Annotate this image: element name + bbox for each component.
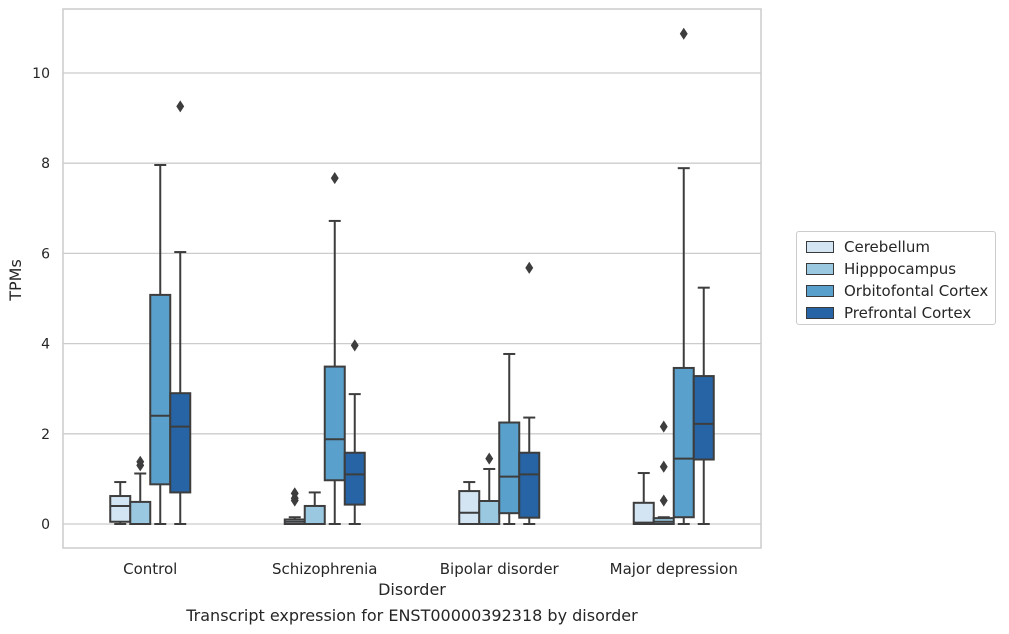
legend-item-orbitofrontal: Orbitofontal Cortex: [806, 282, 989, 300]
box-iqr: [169, 392, 192, 494]
outlier-point: [525, 261, 534, 274]
box-hipppocampus: [303, 491, 326, 525]
box-orbitofontal-cortex: [323, 172, 346, 525]
box-prefrontal-cortex: [343, 339, 366, 525]
x-tick-labels: Control Schizophrenia Bipolar disorder Majo…: [123, 560, 738, 578]
box-orbitofontal-cortex: [672, 27, 695, 525]
box-cerebellum: [283, 487, 306, 525]
y-tick-label: 10: [32, 66, 50, 82]
legend-swatch-orbitofrontal: [806, 285, 834, 297]
outlier-point: [176, 100, 185, 113]
box-iqr: [692, 375, 715, 461]
box-iqr: [478, 499, 501, 525]
box-cerebellum: [109, 481, 132, 525]
legend-swatch-cerebellum: [806, 241, 834, 253]
y-tick-label: 2: [41, 427, 50, 443]
box-hipppocampus: [478, 452, 501, 525]
legend-swatch-prefrontal: [806, 307, 834, 319]
box-cerebellum: [632, 472, 655, 526]
y-tick-label: 4: [41, 337, 50, 353]
box-iqr: [323, 365, 346, 482]
y-tick-label: 8: [41, 156, 50, 172]
box-iqr: [109, 495, 132, 523]
box-cerebellum: [458, 481, 481, 525]
y-tick-label: 0: [41, 517, 50, 533]
legend-item-hippocampus: Hipppocampus: [806, 260, 957, 278]
box-iqr: [498, 421, 521, 515]
legend-item-cerebellum: Cerebellum: [806, 238, 930, 256]
legend-label: Hipppocampus: [844, 260, 957, 278]
box-prefrontal-cortex: [692, 286, 715, 525]
outlier-point: [659, 460, 668, 473]
box-orbitofontal-cortex: [498, 352, 521, 525]
y-tick-label: 6: [41, 246, 50, 262]
x-tick-label: Major depression: [610, 560, 738, 578]
box-iqr: [672, 366, 695, 519]
outlier-point: [659, 420, 668, 433]
outlier-point: [679, 27, 688, 40]
box-iqr: [458, 490, 481, 525]
box-iqr: [129, 500, 152, 525]
figure-caption: Transcript expression for ENST0000039231…: [186, 606, 638, 625]
y-tick-labels: 0 2 4 6 8 10: [32, 66, 50, 533]
box-orbitofontal-cortex: [149, 164, 172, 525]
box-hipppocampus: [129, 455, 152, 525]
legend-label: Orbitofontal Cortex: [844, 282, 989, 300]
x-tick-label: Schizophrenia: [272, 560, 377, 578]
legend-label: Cerebellum: [844, 238, 930, 256]
box-prefrontal-cortex: [169, 100, 192, 525]
box-iqr: [149, 293, 172, 486]
outlier-point: [659, 494, 668, 507]
box-iqr: [343, 451, 366, 506]
x-axis-label: Disorder: [378, 580, 446, 599]
legend: Cerebellum Hipppocampus Orbitofontal Cor…: [796, 231, 996, 325]
x-tick-label: Control: [123, 560, 177, 578]
legend-item-prefrontal: Prefrontal Cortex: [806, 304, 972, 322]
box-iqr: [632, 501, 655, 526]
y-axis-label: TPMs: [6, 259, 25, 302]
x-tick-label: Bipolar disorder: [440, 560, 560, 578]
outlier-point: [330, 172, 339, 185]
boxes: [109, 27, 715, 526]
legend-label: Prefrontal Cortex: [844, 304, 972, 322]
legend-swatch-hippocampus: [806, 263, 834, 275]
outlier-point: [290, 487, 299, 500]
box-prefrontal-cortex: [518, 261, 541, 525]
box-iqr: [518, 451, 541, 519]
outlier-point: [136, 455, 145, 468]
box-iqr: [303, 504, 326, 525]
outlier-point: [485, 452, 494, 465]
box-hipppocampus: [652, 420, 675, 526]
outlier-point: [350, 339, 359, 352]
